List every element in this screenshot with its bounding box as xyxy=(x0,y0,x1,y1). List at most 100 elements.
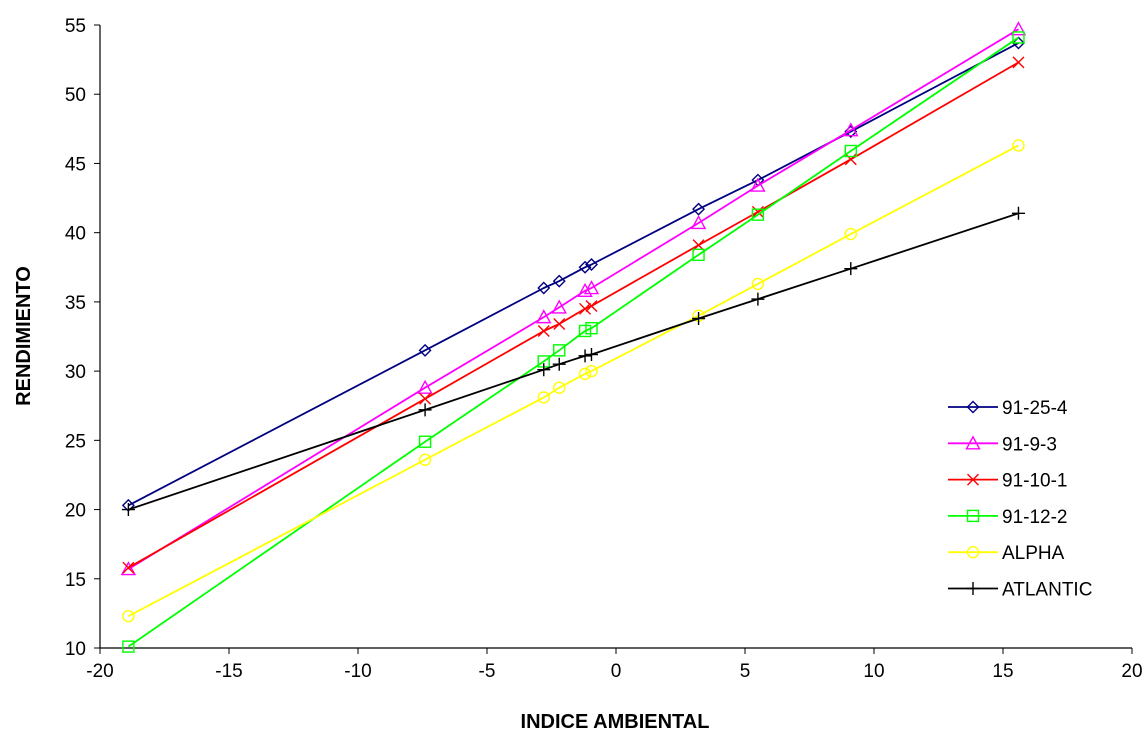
legend-label: ATLANTIC xyxy=(1002,580,1092,601)
x-tick-label: 0 xyxy=(611,661,622,682)
series-line xyxy=(127,36,1020,648)
data-point xyxy=(1011,206,1025,220)
x-tick-label: 5 xyxy=(740,661,751,682)
legend-marker xyxy=(966,509,980,523)
series-alpha xyxy=(122,139,1025,623)
series-91-9-3 xyxy=(120,21,1027,576)
series-line xyxy=(127,42,1019,507)
data-point xyxy=(537,391,550,404)
data-point xyxy=(418,453,432,466)
data-point xyxy=(751,205,764,218)
y-tick-label: 15 xyxy=(65,570,86,591)
x-axis-ticks: -20 -15 -10 -5 0 5 10 15 20 xyxy=(86,648,1143,682)
data-point xyxy=(1012,56,1025,69)
y-tick-label: 55 xyxy=(65,16,86,37)
legend-marker xyxy=(966,546,980,559)
data-point xyxy=(578,349,592,363)
data-point xyxy=(122,561,135,574)
data-point xyxy=(121,503,135,517)
legend-marker xyxy=(966,400,980,414)
data-point xyxy=(750,177,766,192)
data-point xyxy=(536,309,552,324)
data-point xyxy=(120,561,137,576)
x-tick-label: -20 xyxy=(86,661,113,682)
data-point xyxy=(551,299,567,314)
data-point xyxy=(585,321,598,335)
x-axis-title: INDICE AMBIENTAL xyxy=(521,711,710,733)
data-point xyxy=(692,202,706,216)
y-tick-label: 25 xyxy=(65,431,86,452)
x-tick-label: -10 xyxy=(344,661,371,682)
series-line xyxy=(127,61,1019,569)
data-point xyxy=(751,277,765,291)
data-point xyxy=(585,364,598,378)
y-tick-label: 10 xyxy=(65,639,86,660)
legend-marker xyxy=(965,435,981,450)
data-point xyxy=(583,280,600,295)
legend-marker xyxy=(967,473,979,486)
data-point xyxy=(844,153,857,166)
x-tick-label: 20 xyxy=(1121,661,1142,682)
data-point xyxy=(844,227,857,241)
legend-item: 91-10-1 xyxy=(948,471,1068,492)
legend-label: 91-10-1 xyxy=(1002,471,1068,492)
data-point xyxy=(418,435,432,448)
data-point xyxy=(552,274,566,288)
data-point xyxy=(553,318,566,331)
legend-label: 91-9-3 xyxy=(1002,434,1057,455)
data-point xyxy=(537,363,551,377)
y-tick-label: 35 xyxy=(65,293,86,314)
data-point xyxy=(692,248,705,262)
legend-label: 91-12-2 xyxy=(1002,507,1068,528)
data-point xyxy=(537,324,550,337)
x-tick-label: -5 xyxy=(479,661,496,682)
data-point xyxy=(1012,139,1025,152)
series-line xyxy=(127,144,1019,617)
data-point xyxy=(553,381,566,394)
data-point xyxy=(844,144,857,158)
legend-item: 91-25-4 xyxy=(948,398,1068,419)
data-point xyxy=(751,292,765,306)
series-91-12-2 xyxy=(122,31,1025,653)
legend-label: ALPHA xyxy=(1002,543,1065,564)
y-tick-label: 30 xyxy=(65,362,86,383)
series-line xyxy=(128,212,1019,511)
data-point xyxy=(578,324,592,338)
y-tick-label: 45 xyxy=(65,154,86,175)
y-tick-label: 50 xyxy=(65,85,86,106)
y-axis-ticks: 10 15 20 25 30 35 40 45 50 55 xyxy=(65,16,100,660)
y-tick-label: 40 xyxy=(65,224,86,245)
y-axis-title: RENDIMIENTO xyxy=(13,266,35,406)
data-point xyxy=(843,122,859,137)
x-tick-label: -15 xyxy=(215,661,242,682)
data-point xyxy=(692,312,706,326)
data-point xyxy=(585,258,598,271)
series-atlantic xyxy=(121,206,1025,517)
legend-label: 91-25-4 xyxy=(1002,398,1068,419)
data-point xyxy=(418,403,432,417)
legend-item: 91-9-3 xyxy=(948,434,1057,455)
legend-item: ATLANTIC xyxy=(948,580,1092,601)
data-point xyxy=(1011,36,1025,50)
data-point xyxy=(417,379,433,394)
x-tick-label: 10 xyxy=(863,661,884,682)
data-point xyxy=(751,208,765,221)
data-point xyxy=(585,300,598,313)
legend: 91-25-4 91-9-3 91-10-1 91-12-2 ALPHA ATLANTIC xyxy=(948,398,1092,601)
series-line xyxy=(127,28,1019,570)
data-point xyxy=(579,302,592,315)
data-point xyxy=(552,357,566,371)
y-tick-label: 20 xyxy=(65,501,86,522)
series-91-10-1 xyxy=(122,56,1025,574)
legend-item: ALPHA xyxy=(948,543,1065,564)
data-point xyxy=(419,392,432,405)
data-point xyxy=(577,282,593,298)
data-point xyxy=(578,367,592,381)
data-point xyxy=(690,215,707,230)
series-91-25-4 xyxy=(121,36,1025,512)
x-tick-label: 15 xyxy=(992,661,1013,682)
data-point xyxy=(537,281,551,295)
legend-item: 91-12-2 xyxy=(948,507,1068,528)
data-point xyxy=(418,343,432,357)
